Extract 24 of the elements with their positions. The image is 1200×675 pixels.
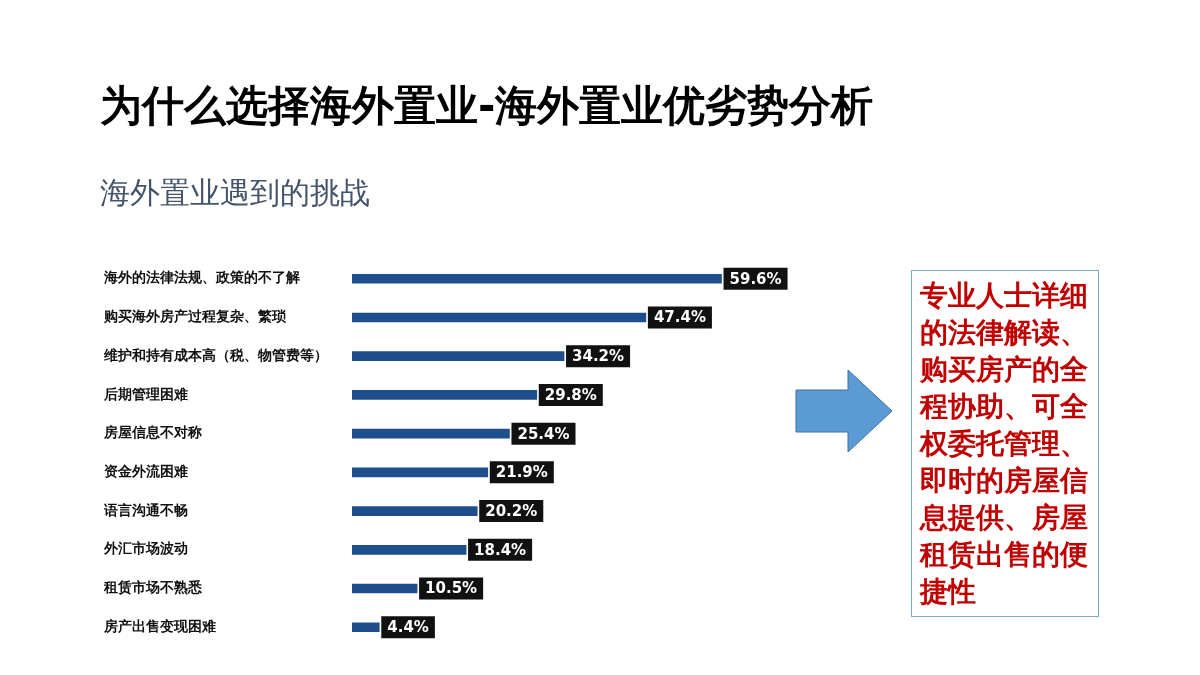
data-label: 4.4%: [387, 618, 429, 637]
y-tick-label: 资金外流困难: [104, 463, 188, 479]
text: 专业人士详细的法律解读、购买房产的全程协助、可全权委托管理、即时的房屋信息提供、房屋租赁出售的便捷性: [920, 279, 1088, 608]
y-tick-label: 海外的法律法规、政策的不了解: [103, 269, 300, 286]
data-label: 47.4%: [653, 308, 706, 327]
data-label: 34.2%: [572, 347, 625, 366]
y-tick-label: 房产出售变现困难: [103, 617, 216, 634]
y-tick-label: 外汇市场波动: [103, 540, 188, 557]
y-tick-label: 租赁市场不熟悉: [103, 579, 203, 596]
data-label: 29.8%: [544, 385, 597, 404]
data-label: 25.4%: [517, 424, 570, 443]
data-label: 18.4%: [474, 540, 527, 559]
chart-subtitle: 海外置业遇到的挑战: [100, 174, 370, 212]
y-tick-label: 购买海外房产过程复杂、繁琐: [103, 308, 286, 325]
bar: [352, 622, 380, 633]
y-tick-label: 语言沟通不畅: [103, 501, 188, 518]
data-label: 10.5%: [425, 579, 478, 598]
y-tick-label: 后期管理困难: [103, 385, 188, 402]
data-label: 20.2%: [485, 501, 538, 520]
y-tick-label: 房屋信息不对称: [103, 424, 202, 441]
data-label: 59.6%: [729, 269, 782, 288]
chart-title: 为什么选择海外置业-海外置业优劣势分析: [100, 80, 874, 132]
data-label: 21.9%: [495, 463, 548, 482]
y-tick-label: 维护和持有成本高（税、物管费等）: [103, 346, 328, 363]
